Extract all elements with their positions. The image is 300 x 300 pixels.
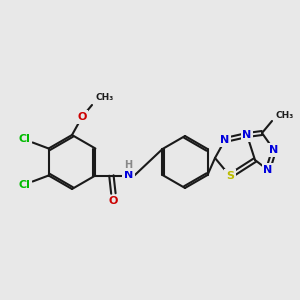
Text: O: O bbox=[77, 112, 87, 122]
Text: Cl: Cl bbox=[19, 134, 31, 145]
Text: Cl: Cl bbox=[19, 179, 31, 190]
Text: H: H bbox=[124, 160, 132, 170]
Text: N: N bbox=[124, 170, 133, 181]
Text: CH₃: CH₃ bbox=[275, 110, 293, 119]
Text: N: N bbox=[269, 145, 279, 155]
Text: N: N bbox=[263, 165, 273, 175]
Text: N: N bbox=[242, 130, 252, 140]
Text: S: S bbox=[226, 171, 234, 181]
Text: N: N bbox=[220, 135, 230, 145]
Text: CH₃: CH₃ bbox=[95, 94, 113, 103]
Text: O: O bbox=[109, 196, 118, 206]
